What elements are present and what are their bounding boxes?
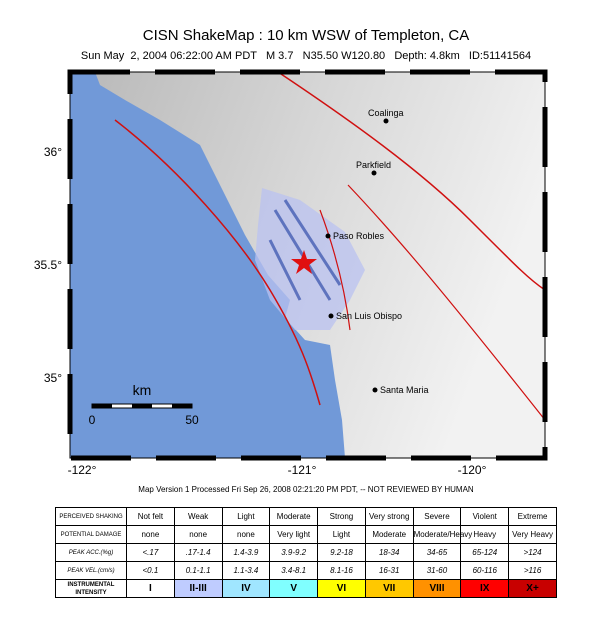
legend-cell: .17-1.4 — [173, 543, 223, 562]
legend-row: POTENTIAL DAMAGE none none none Very light Li… — [55, 525, 557, 544]
scale-start: 0 — [89, 413, 96, 427]
legend-row: PEAK VEL.(cm/s) <0.1 0.1-1.1 1.1-3.4 3.4-8.1… — [55, 561, 557, 580]
city-dot — [383, 118, 389, 124]
legend-row: PERCEIVED SHAKING Not felt Weak Light Modera… — [55, 507, 557, 526]
legend-cell: 0.1-1.1 — [173, 561, 223, 580]
legend-cell: Very light — [269, 525, 319, 544]
legend-cell: 16-31 — [364, 561, 414, 580]
legend-cell: I — [126, 579, 175, 598]
city-label: San Luis Obispo — [336, 311, 402, 321]
legend-cell: Moderate — [269, 507, 319, 526]
legend-cell: >116 — [508, 561, 557, 580]
legend-row-label: POTENTIAL DAMAGE — [55, 525, 127, 544]
legend-cell: none — [221, 525, 271, 544]
legend-cell: Moderate/Heavy — [412, 525, 472, 544]
legend-cell: <.17 — [126, 543, 175, 562]
city-dot — [328, 313, 334, 319]
lon-label: -121° — [288, 463, 317, 477]
city-dot — [325, 233, 331, 239]
city-label: Parkfield — [356, 160, 391, 170]
title: CISN ShakeMap : 10 km WSW of Templeton, … — [143, 27, 470, 44]
map-frame — [69, 71, 546, 459]
scale-end: 50 — [185, 413, 199, 427]
legend-cell: 18-34 — [364, 543, 414, 562]
legend-row-label: INSTRUMENTAL INTENSITY — [55, 579, 127, 598]
fault — [114, 119, 321, 406]
footer: Map Version 1 Processed Fri Sep 26, 2008… — [138, 485, 474, 494]
legend-cell: 65-124 — [460, 543, 510, 562]
legend-cell: none — [173, 525, 223, 544]
legend-cell: X+ — [508, 579, 557, 598]
legend-cell: 3.4-8.1 — [269, 561, 319, 580]
legend-cell: V — [269, 579, 319, 598]
legend-row-label: PERCEIVED SHAKING — [55, 507, 127, 526]
legend-cell: 8.1-16 — [317, 561, 366, 580]
city-label: Coalinga — [368, 108, 404, 118]
legend-cell: Severe — [412, 507, 462, 526]
legend-cell: Very strong — [364, 507, 414, 526]
legend-cell: 3.9-9.2 — [269, 543, 319, 562]
legend-cell: VIII — [412, 579, 462, 598]
legend-cell: 1.4-3.9 — [221, 543, 271, 562]
legend-cell: Weak — [173, 507, 223, 526]
legend-cell: Very Heavy — [508, 525, 557, 544]
map-figure: CISN ShakeMap : 10 km WSW of Templeton, … — [34, 27, 548, 494]
city-label: Santa Maria — [380, 385, 429, 395]
scale-unit: km — [133, 382, 152, 398]
lat-label: 35° — [44, 371, 62, 385]
scale-bar: km 0 50 — [89, 382, 199, 427]
intensity-legend: PERCEIVED SHAKING Not felt Weak Light Modera… — [55, 507, 557, 598]
legend-cell: Extreme — [508, 507, 557, 526]
legend-cell: Strong — [317, 507, 366, 526]
lat-label: 36° — [44, 145, 62, 159]
lon-label: -120° — [458, 463, 487, 477]
legend-cell: 34-65 — [412, 543, 462, 562]
city-dot — [371, 170, 377, 176]
legend-cell: none — [126, 525, 175, 544]
ocean — [70, 72, 345, 458]
legend-cell: VII — [364, 579, 414, 598]
subtitle: Sun May 2, 2004 06:22:00 AM PDT M 3.7 N3… — [81, 50, 531, 62]
lat-label: 35.5° — [34, 258, 62, 272]
legend-cell: 60-116 — [460, 561, 510, 580]
legend-row: INSTRUMENTAL INTENSITY I II-III IV V VI VII VII… — [55, 579, 557, 598]
legend-cell: Light — [317, 525, 366, 544]
fault — [319, 184, 546, 421]
legend-cell: II-III — [173, 579, 223, 598]
legend-cell: IV — [221, 579, 271, 598]
legend-cell: 1.1-3.4 — [221, 561, 271, 580]
legend-cell: 9.2-18 — [317, 543, 366, 562]
epicenter — [291, 250, 317, 274]
legend-cell: Violent — [460, 507, 510, 526]
legend-row-label: PEAK ACC.(%g) — [55, 543, 127, 562]
legend-row-label: PEAK VEL.(cm/s) — [55, 561, 127, 580]
legend-cell: Not felt — [126, 507, 175, 526]
legend-cell: Light — [221, 507, 271, 526]
city-label: Paso Robles — [333, 231, 385, 241]
legend-cell: 31-60 — [412, 561, 462, 580]
legend-cell: Moderate — [364, 525, 414, 544]
fault — [277, 71, 546, 291]
legend-cell: >124 — [508, 543, 557, 562]
city-dot — [372, 387, 378, 393]
legend-row: PEAK ACC.(%g) <.17.17-1.4 1.4-3.9 3.9-9.2 9.… — [55, 543, 557, 562]
legend-cell: VI — [317, 579, 366, 598]
lon-label: -122° — [68, 463, 97, 477]
legend-cell: IX — [460, 579, 510, 598]
legend-cell: <0.1 — [126, 561, 175, 580]
